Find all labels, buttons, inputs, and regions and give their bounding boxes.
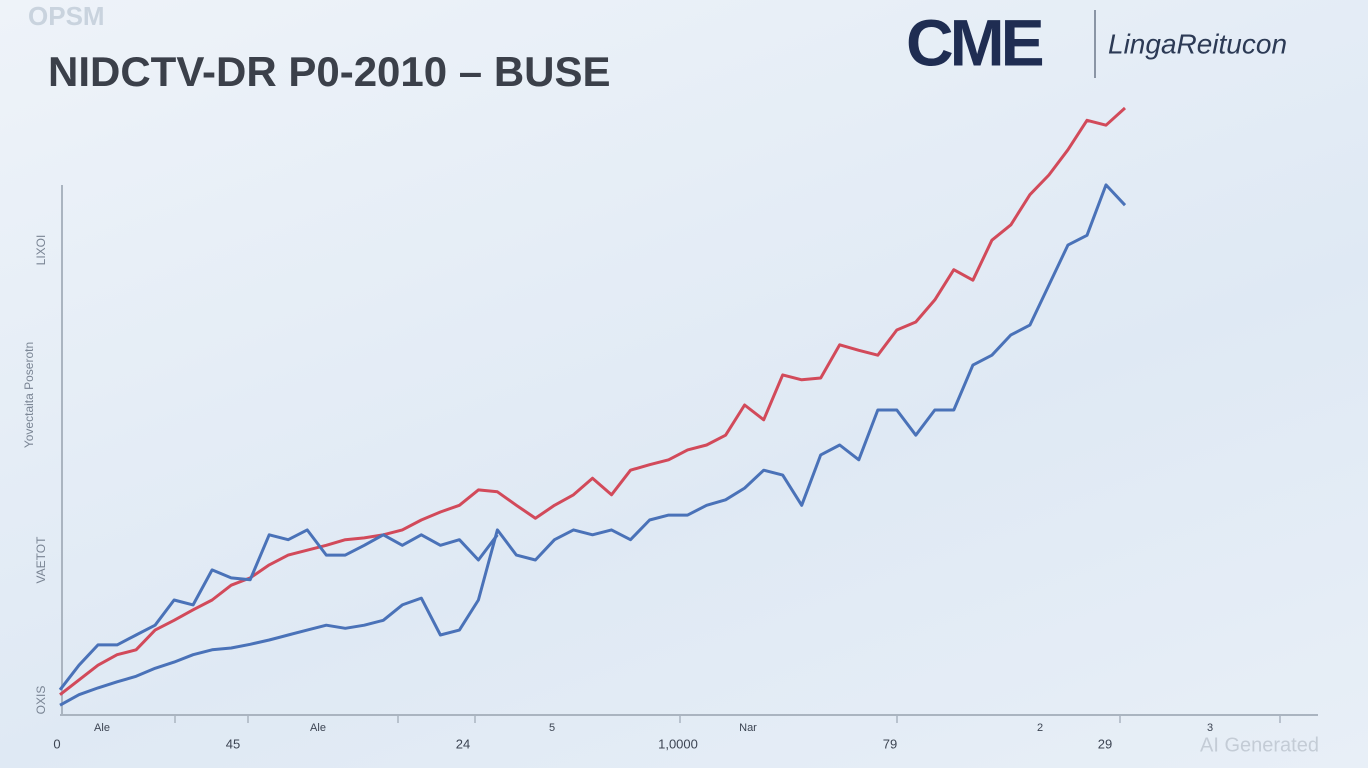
brand: LingaReitucon — [1108, 28, 1287, 59]
y-axis-label: LIXOI — [34, 235, 48, 266]
x-tick-label: 29 — [1098, 736, 1112, 751]
y-axis-label: OXIS — [34, 686, 48, 715]
x-tick-label: 0 — [53, 736, 60, 751]
y-axis-label: Yovectaita Poserotn — [22, 342, 36, 448]
x-tick-label: Ale — [94, 722, 110, 734]
x-tick-label: 45 — [226, 736, 240, 751]
x-tick-label: 1,0000 — [658, 736, 698, 751]
x-tick-label: Nar — [739, 722, 757, 734]
logo: CME — [906, 5, 1043, 79]
x-tick-label: Ale — [310, 722, 326, 734]
series-line — [58, 528, 499, 691]
chart-title: NIDCTV-DR P0-2010 – BUSE — [48, 48, 611, 95]
watermark: AI Generated — [1200, 734, 1319, 756]
x-tick-label: 24 — [456, 736, 470, 751]
x-tick-label: 79 — [883, 736, 897, 751]
watermark-top: OPSM — [28, 1, 105, 31]
x-tick-label: 2 — [1037, 722, 1043, 734]
x-tick-label: 3 — [1207, 722, 1213, 734]
series-line — [59, 106, 1127, 696]
x-tick-label: 5 — [549, 722, 555, 734]
series-line — [59, 183, 1127, 707]
y-axis-label: VAETOT — [34, 536, 48, 584]
